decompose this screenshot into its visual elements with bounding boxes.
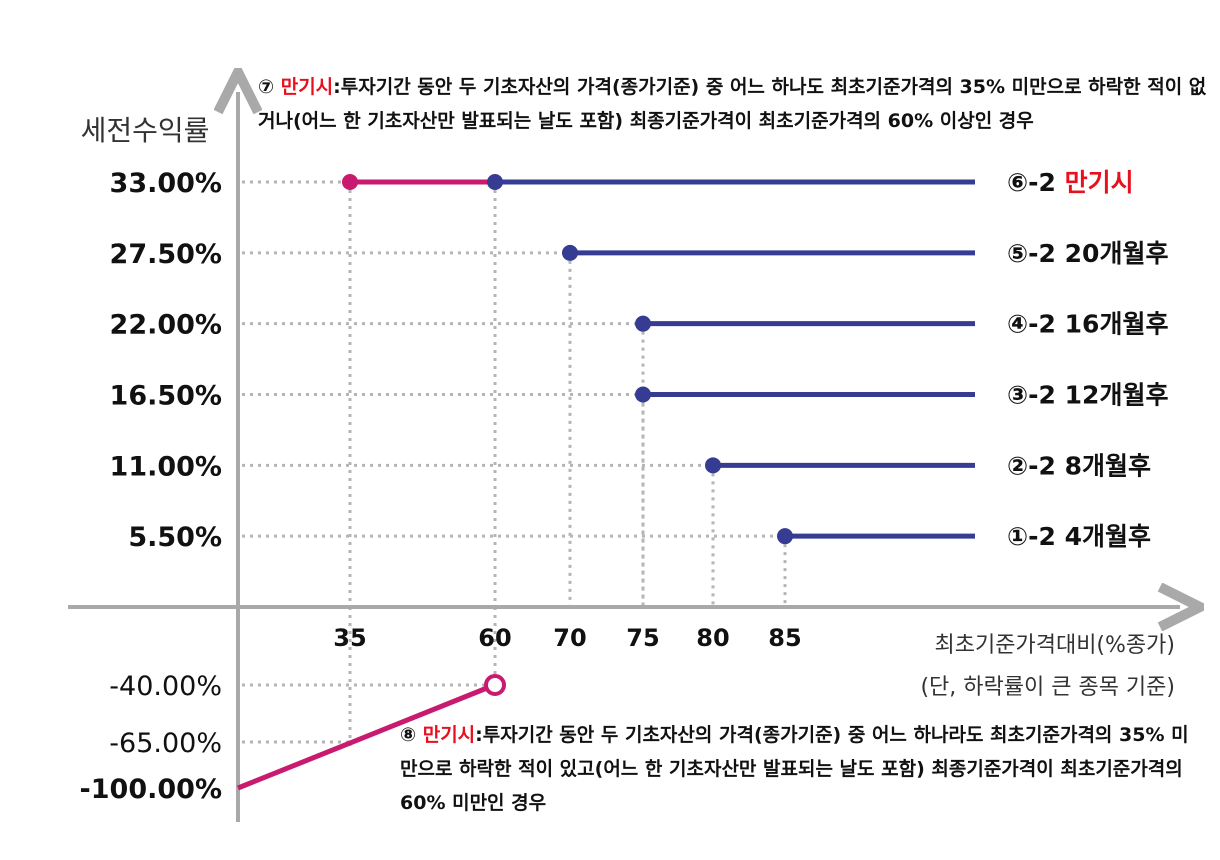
series-label-num: ③-2 bbox=[1007, 381, 1065, 410]
series-label-num: ②-2 bbox=[1007, 451, 1065, 480]
series-label-text: 4개월후 bbox=[1065, 522, 1151, 551]
y-tick-label: 33.00% bbox=[110, 168, 222, 199]
series-label-text: 8개월후 bbox=[1065, 451, 1151, 480]
series-label-text: 12개월후 bbox=[1065, 381, 1169, 410]
maturity-loss-open-point bbox=[484, 674, 506, 696]
series-label: ⑥-2 만기시 bbox=[1007, 168, 1134, 197]
x-axis-title: 최초기준가격대비(%종가) bbox=[935, 633, 1175, 658]
maturity-high-point bbox=[342, 174, 358, 191]
x-tick-label: 60 bbox=[478, 624, 511, 652]
series-label: ①-2 4개월후 bbox=[1007, 522, 1151, 551]
series-start-point bbox=[487, 174, 503, 191]
series-label-text: 만기시 bbox=[1065, 168, 1134, 197]
note-bottom-text: :투자기간 동안 두 기초자산의 가격(종가기준) 중 어느 하나라도 최초기준… bbox=[400, 724, 1189, 814]
x-tick-label: 70 bbox=[553, 624, 586, 652]
y-tick-label: -65.00% bbox=[109, 728, 222, 759]
series-start-point bbox=[562, 244, 578, 261]
y-tick-label: 22.00% bbox=[110, 310, 222, 341]
series-label-num: ⑥-2 bbox=[1007, 168, 1065, 197]
x-tick-label: 75 bbox=[626, 624, 659, 652]
note-top-text: :투자기간 동안 두 기초자산의 가격(종가기준) 중 어느 하나도 최초기준가… bbox=[258, 76, 1207, 132]
series-label: ④-2 16개월후 bbox=[1007, 310, 1168, 339]
note-bottom-number: ⑧ bbox=[400, 724, 417, 746]
note-top-number: ⑦ bbox=[258, 76, 275, 98]
x-tick-label: 85 bbox=[768, 624, 801, 652]
y-tick-label: 16.50% bbox=[110, 381, 222, 412]
note-top-highlight: 만기시 bbox=[280, 76, 334, 98]
x-axis-note: (단, 하락률이 큰 종목 기준) bbox=[920, 675, 1175, 700]
y-tick-label: -100.00% bbox=[80, 774, 222, 805]
series-label-num: ④-2 bbox=[1007, 310, 1065, 339]
maturity-loss-line bbox=[237, 685, 488, 791]
y-tick-label: 27.50% bbox=[110, 239, 222, 270]
y-tick-label: -40.00% bbox=[109, 671, 222, 702]
series-label-text: 16개월후 bbox=[1065, 310, 1169, 339]
y-axis-title: 세전수익률 bbox=[81, 114, 210, 147]
y-tick-label: 11.00% bbox=[110, 451, 222, 482]
maturity-gain-note: ⑦ 만기시:투자기간 동안 두 기초자산의 가격(종가기준) 중 어느 하나도 … bbox=[258, 70, 1208, 138]
series-start-point bbox=[635, 315, 651, 332]
series-start-point bbox=[705, 457, 721, 474]
x-tick-label: 35 bbox=[333, 624, 366, 652]
note-bottom-highlight: 만기시 bbox=[422, 724, 476, 746]
y-tick-label: 5.50% bbox=[128, 522, 222, 553]
series-label: ⑤-2 20개월후 bbox=[1007, 239, 1168, 268]
series-label: ③-2 12개월후 bbox=[1007, 381, 1168, 410]
x-tick-label: 80 bbox=[696, 624, 729, 652]
series-label-num: ①-2 bbox=[1007, 522, 1065, 551]
maturity-loss-note: ⑧ 만기시:투자기간 동안 두 기초자산의 가격(종가기준) 중 어느 하나라도… bbox=[400, 718, 1200, 820]
series-label-text: 20개월후 bbox=[1065, 239, 1169, 268]
series-label-num: ⑤-2 bbox=[1007, 239, 1065, 268]
series-label: ②-2 8개월후 bbox=[1007, 451, 1151, 480]
series-start-point bbox=[777, 528, 793, 545]
series-start-point bbox=[635, 386, 651, 403]
